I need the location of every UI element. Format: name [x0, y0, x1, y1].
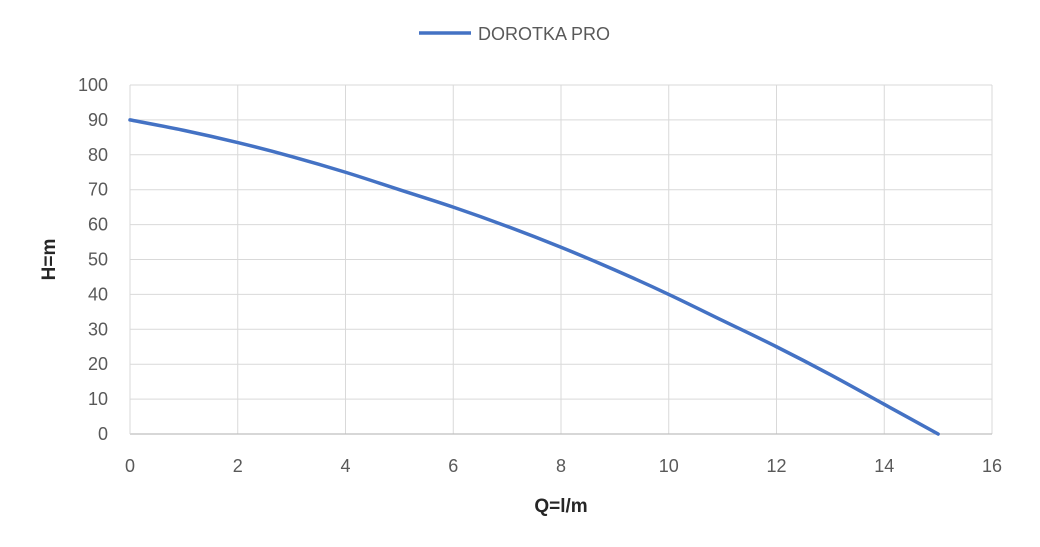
tick-labels: 0 2 4 6 8 10 12 14 16 0 10 20 30 40 50 60 70 80 90 100	[78, 75, 1002, 476]
y-axis-title: H=m	[39, 239, 60, 281]
y-tick-label: 60	[88, 215, 108, 235]
series-lines	[128, 118, 940, 436]
legend-label: DOROTKA PRO	[478, 24, 610, 44]
y-tick-label: 10	[88, 389, 108, 409]
y-tick-label: 20	[88, 354, 108, 374]
y-tick-label: 80	[88, 145, 108, 165]
axes	[129, 85, 992, 435]
x-tick-label: 16	[982, 456, 1002, 476]
y-tick-label: 90	[88, 110, 108, 130]
series-line	[128, 118, 940, 436]
y-tick-label: 0	[98, 424, 108, 444]
x-tick-label: 8	[556, 456, 566, 476]
y-tick-label: 100	[78, 75, 108, 95]
x-tick-label: 4	[340, 456, 350, 476]
y-tick-label: 50	[88, 250, 108, 270]
x-tick-label: 2	[233, 456, 243, 476]
x-tick-label: 6	[448, 456, 458, 476]
gridlines	[130, 84, 993, 434]
x-tick-label: 12	[766, 456, 786, 476]
x-tick-label: 14	[874, 456, 894, 476]
y-tick-label: 70	[88, 180, 108, 200]
x-axis-title: Q=l/m	[534, 496, 587, 517]
x-tick-label: 0	[125, 456, 135, 476]
x-tick-label: 10	[659, 456, 679, 476]
y-tick-label: 40	[88, 284, 108, 304]
legend: DOROTKA PRO	[419, 24, 610, 44]
y-tick-label: 30	[88, 319, 108, 339]
